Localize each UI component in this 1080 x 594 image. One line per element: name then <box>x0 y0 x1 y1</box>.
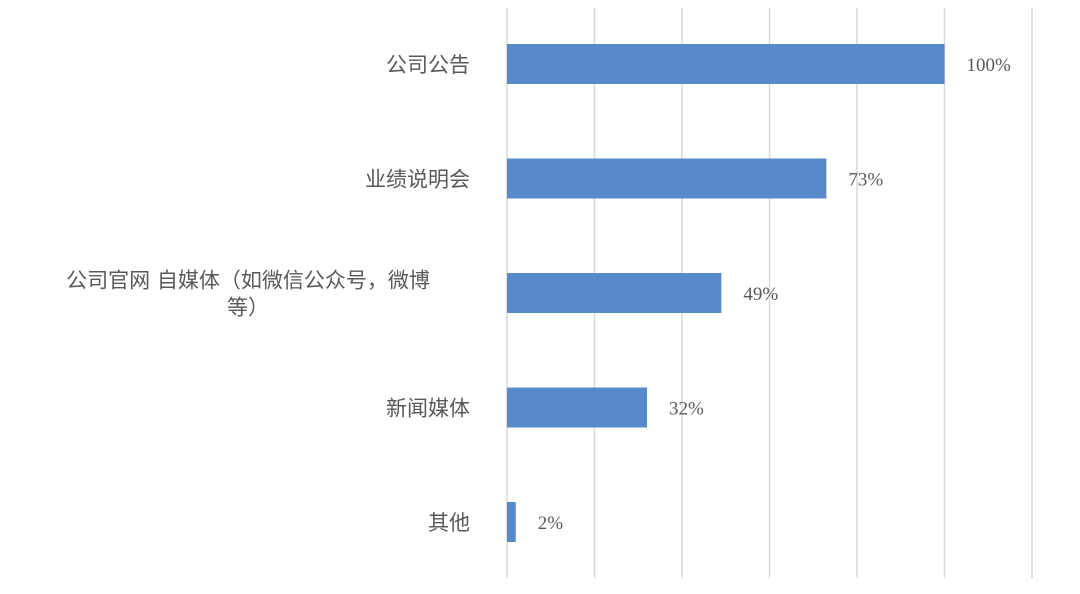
bar <box>507 502 516 542</box>
bar <box>507 158 827 199</box>
data-label: 32% <box>669 399 704 420</box>
bar <box>507 273 722 313</box>
data-label: 100% <box>967 55 1012 76</box>
bar <box>507 44 945 84</box>
data-label: 2% <box>538 513 564 534</box>
data-label: 49% <box>743 284 778 305</box>
bar <box>507 387 647 428</box>
category-label: 等） <box>227 296 269 320</box>
category-label: 新闻媒体 <box>386 397 470 421</box>
category-label: 公司官网 自媒体（如微信公众号，微博 <box>66 269 430 293</box>
category-label: 公司公告 <box>386 53 470 77</box>
data-label: 73% <box>848 170 883 191</box>
category-label: 其他 <box>428 511 470 535</box>
category-label: 业绩说明会 <box>365 168 470 192</box>
